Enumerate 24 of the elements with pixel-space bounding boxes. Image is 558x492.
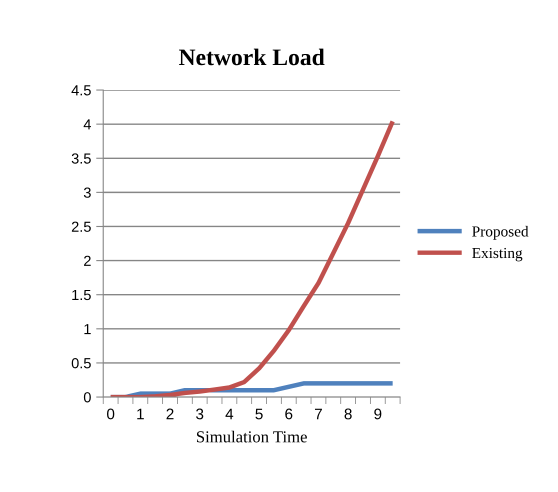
legend-label: Proposed	[472, 226, 528, 240]
y-tick-label: 0	[84, 392, 91, 402]
y-tick-label: 3	[84, 187, 91, 198]
x-tick-label: 3	[196, 408, 204, 420]
legend-label: Existing	[472, 248, 522, 262]
x-tick-label: 0	[107, 408, 114, 420]
x-tick-label: 8	[344, 408, 352, 420]
y-tick-label: 4.5	[71, 85, 91, 96]
y-tick-label: 1.5	[72, 290, 91, 300]
y-tick-label: 1	[84, 324, 91, 334]
y-tick-label: 0.5	[72, 358, 91, 368]
y-tick-label: 3.5	[72, 153, 91, 164]
x-tick-label: 1	[137, 408, 144, 420]
x-tick-label: 6	[285, 408, 292, 420]
x-tick-label: 9	[374, 408, 382, 420]
x-axis-title: Simulation Time	[196, 430, 307, 442]
y-tick-label: 4	[84, 119, 91, 130]
y-tick-label: 2	[84, 256, 91, 266]
x-tick-label: 7	[314, 408, 322, 420]
x-tick-label: 5	[255, 408, 263, 420]
y-tick-label: 2.5	[72, 222, 91, 232]
x-tick-label: 2	[166, 408, 174, 420]
chart-title: Network Load	[178, 48, 325, 66]
x-tick-label: 4	[225, 408, 234, 420]
